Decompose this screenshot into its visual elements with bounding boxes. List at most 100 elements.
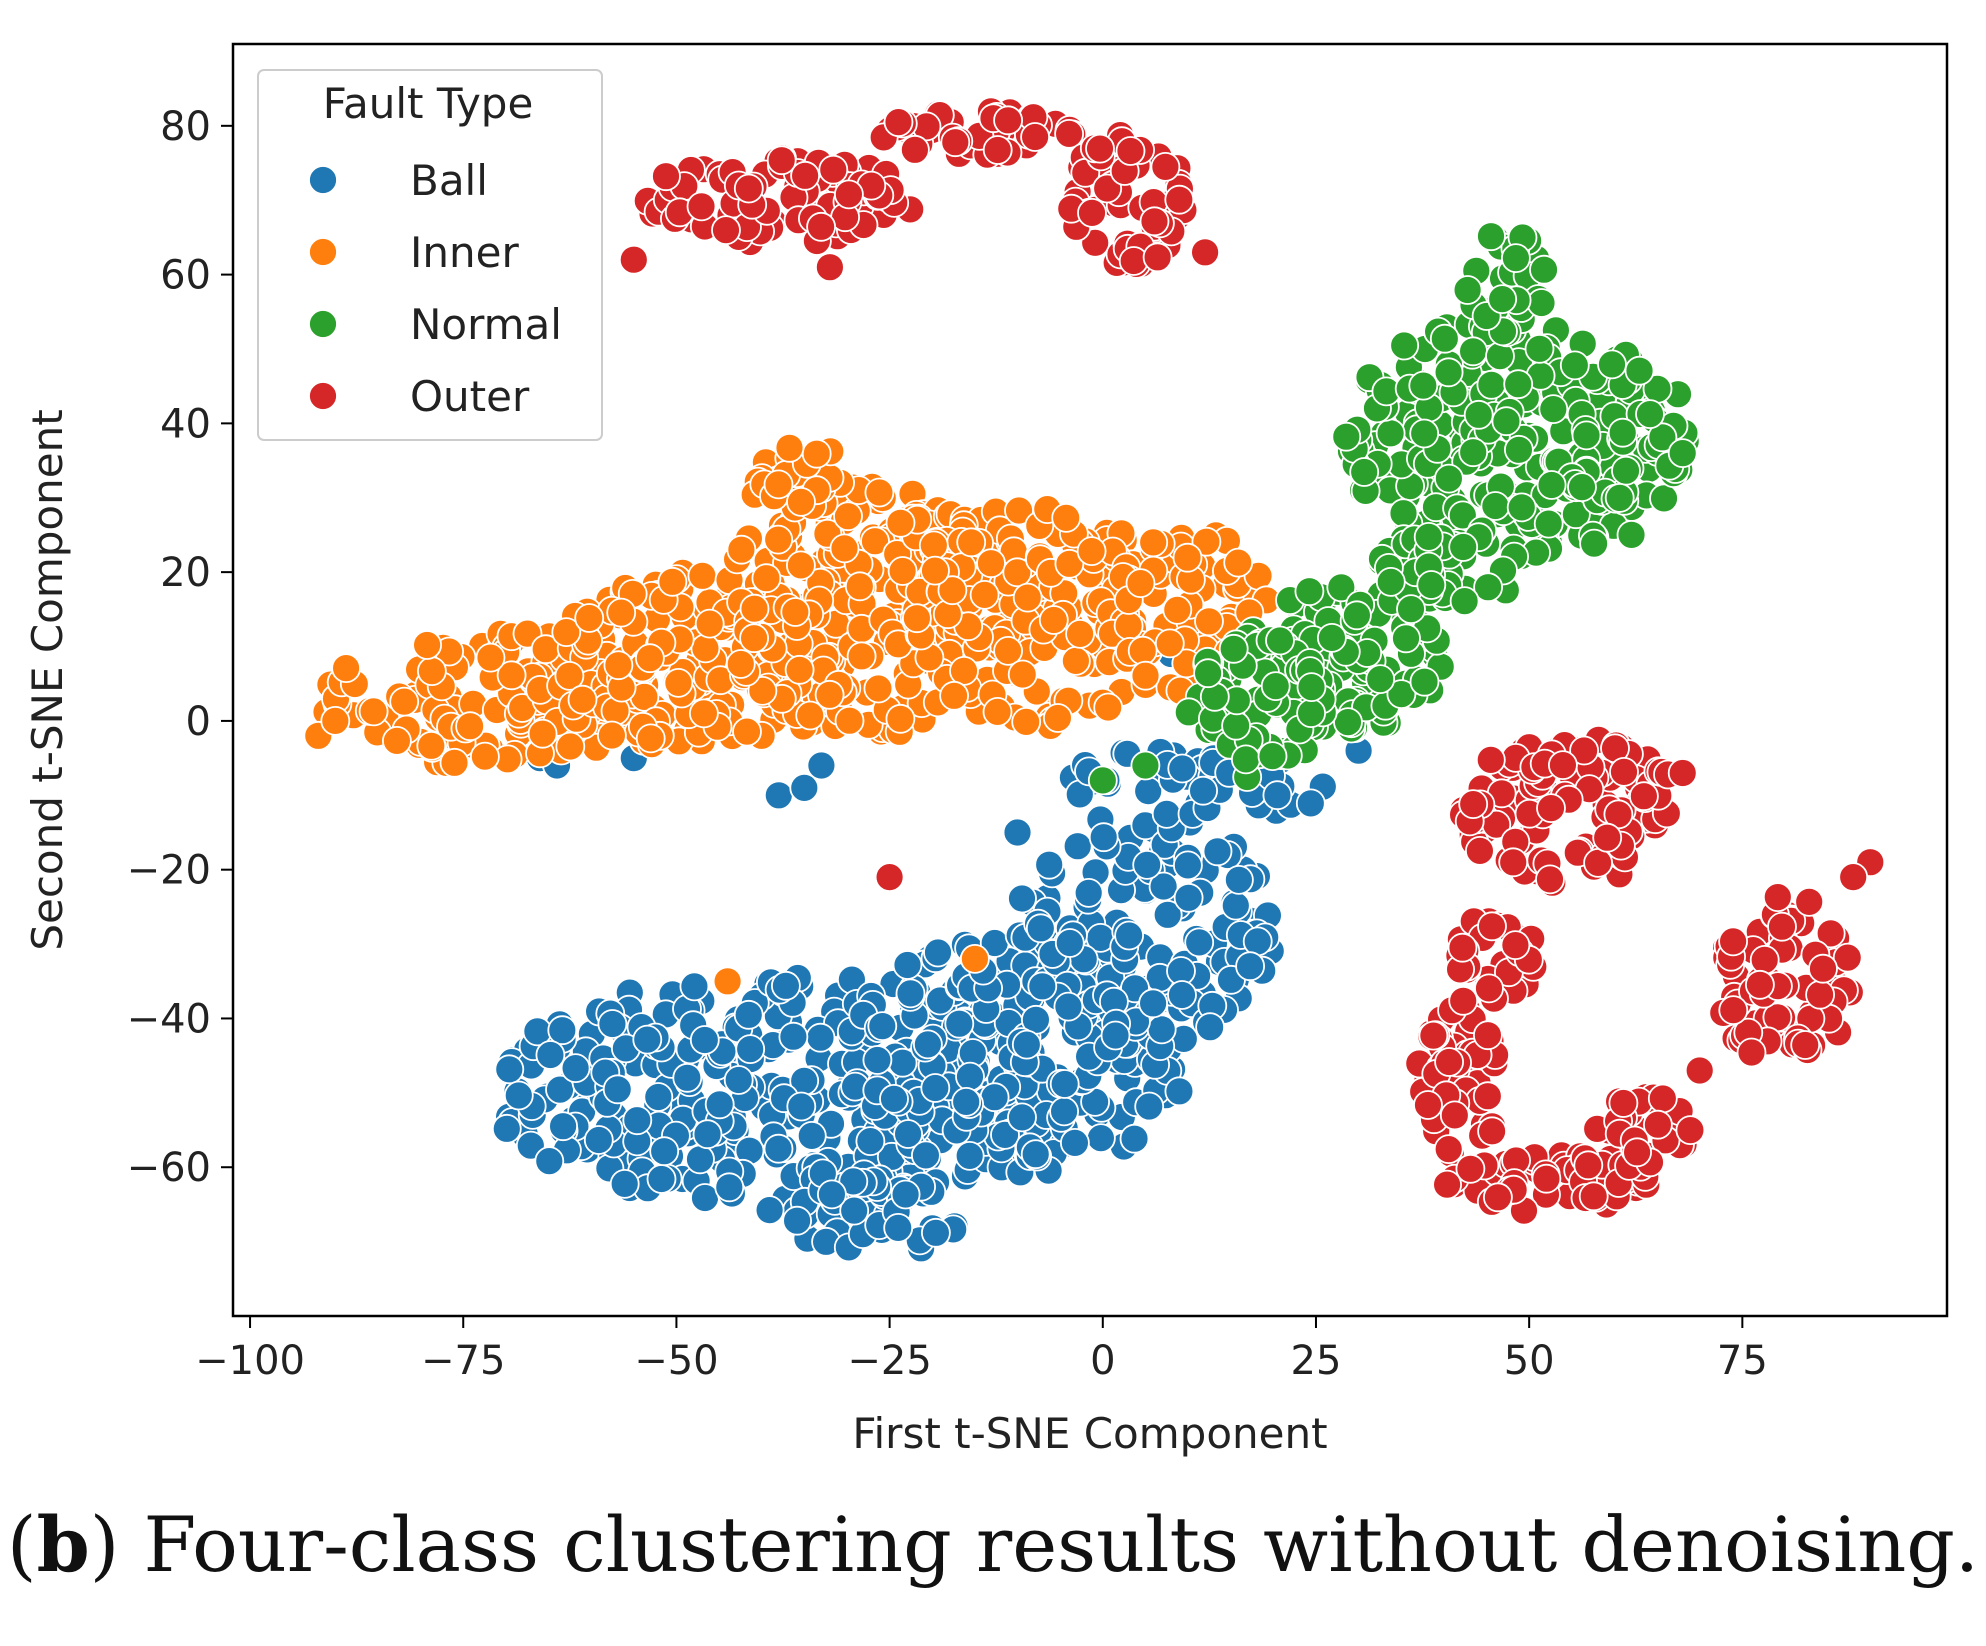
inner-point — [960, 944, 990, 974]
outer-point — [1433, 1134, 1464, 1164]
series-inner — [303, 432, 1331, 997]
legend-entries: Ball Inner Normal Outer — [308, 156, 562, 421]
ball-point — [862, 1045, 893, 1075]
ball-point — [1262, 780, 1293, 811]
inner-point — [969, 580, 1000, 610]
ball-point — [763, 1133, 794, 1164]
inner-point — [763, 524, 794, 555]
normal-point — [1487, 284, 1518, 315]
ball-point — [921, 1217, 951, 1248]
outer-point — [1794, 887, 1825, 917]
legend-marker-normal — [308, 309, 338, 339]
outer-point — [1139, 206, 1170, 237]
ball-point — [547, 1015, 578, 1046]
normal-point — [1449, 586, 1480, 616]
outer-point — [993, 105, 1023, 136]
inner-point — [496, 660, 527, 691]
y-tick-label: −60 — [127, 1145, 211, 1191]
ball-point — [1114, 920, 1144, 951]
normal-point — [1413, 522, 1444, 552]
ball-point — [771, 970, 801, 1001]
ball-point — [1134, 1091, 1165, 1122]
outer-point — [1790, 1030, 1821, 1060]
series-normal — [1087, 221, 1701, 796]
ball-point — [1148, 871, 1179, 902]
ball-point — [796, 1121, 827, 1151]
normal-point — [1409, 666, 1440, 697]
ball-point — [1151, 799, 1182, 829]
ball-point — [733, 999, 764, 1030]
outer-point — [1578, 1181, 1609, 1212]
y-tick-label: 60 — [160, 253, 211, 299]
outer-point — [1609, 757, 1639, 787]
normal-point — [1365, 664, 1396, 694]
inner-point — [597, 720, 627, 751]
ball-point — [754, 1195, 785, 1225]
inner-point — [331, 653, 362, 683]
inner-point — [1038, 605, 1069, 635]
ball-point — [782, 1205, 812, 1236]
normal-point — [1416, 570, 1447, 600]
ball-point — [689, 1025, 720, 1055]
inner-point — [469, 741, 500, 772]
normal-point — [1611, 455, 1641, 486]
inner-point — [635, 643, 665, 674]
inner-point — [1002, 557, 1033, 588]
y-tick-label: 0 — [186, 699, 211, 745]
inner-point — [932, 599, 963, 630]
normal-point — [1333, 707, 1363, 737]
inner-point — [751, 563, 782, 594]
inner-point — [846, 641, 877, 672]
inner-point — [1194, 606, 1224, 637]
outer-point — [1458, 789, 1489, 819]
ball-point — [1100, 1020, 1131, 1051]
outer-point — [1643, 1109, 1673, 1140]
outer-point — [1150, 151, 1181, 182]
inner-point — [763, 469, 794, 500]
outer-point — [1475, 745, 1506, 775]
inner-point — [555, 731, 586, 762]
inner-point — [949, 656, 979, 686]
y-tick-label: −20 — [127, 848, 211, 894]
inner-point — [833, 501, 863, 532]
outer-point — [1592, 822, 1623, 853]
normal-point — [1331, 421, 1362, 452]
ball-point — [714, 1172, 745, 1203]
ball-point — [1242, 926, 1273, 957]
normal-point — [1506, 492, 1537, 523]
normal-point — [1087, 765, 1118, 796]
normal-point — [1526, 288, 1557, 318]
ball-point — [1146, 1014, 1177, 1045]
outer-point — [711, 215, 741, 246]
inner-point — [784, 654, 815, 685]
ball-point — [838, 1166, 869, 1197]
inner-point — [320, 706, 351, 736]
ball-point — [944, 1008, 975, 1039]
ball-point — [1053, 991, 1084, 1022]
inner-point — [475, 642, 506, 673]
normal-point — [1429, 323, 1460, 354]
ball-point — [704, 1089, 735, 1120]
outer-point — [1020, 122, 1050, 152]
normal-point — [1349, 457, 1380, 487]
inner-point — [527, 718, 558, 749]
inner-point — [1011, 707, 1042, 737]
ball-point — [548, 1111, 578, 1142]
ball-point — [893, 1119, 923, 1149]
outer-point — [1085, 133, 1115, 164]
ball-point — [494, 1054, 525, 1085]
inner-point — [1043, 703, 1073, 733]
outer-point — [1832, 942, 1863, 973]
normal-point — [1388, 498, 1419, 529]
normal-point — [1130, 750, 1161, 781]
normal-point — [1260, 671, 1291, 701]
outer-point — [1531, 1163, 1562, 1194]
ball-point — [692, 1119, 723, 1150]
normal-point — [1559, 350, 1590, 381]
inner-point — [381, 726, 412, 756]
ball-point — [789, 773, 820, 803]
ball-point — [883, 1213, 914, 1243]
ball-point — [735, 1034, 766, 1064]
ball-point — [491, 1113, 522, 1144]
